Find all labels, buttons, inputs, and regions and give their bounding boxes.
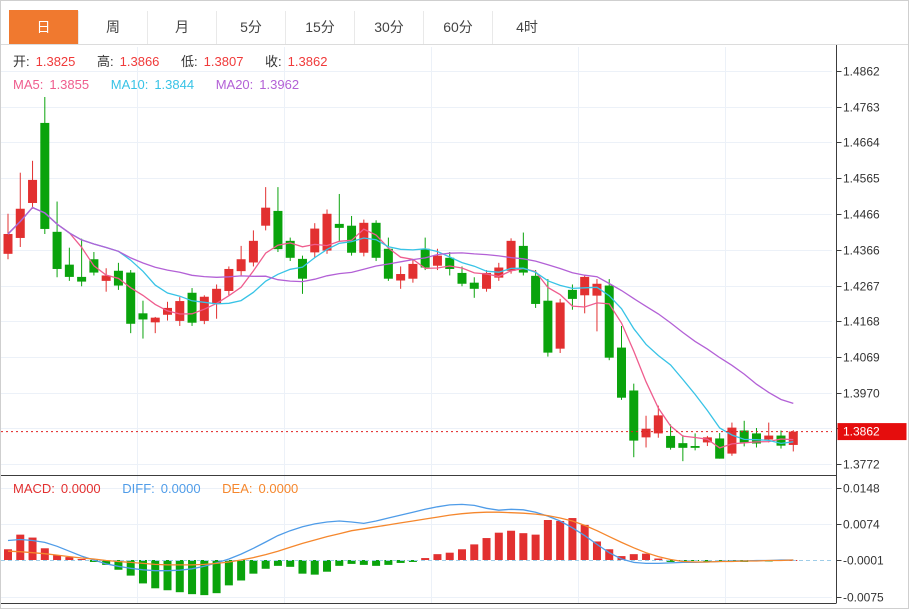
low-value: 1.3807 (203, 54, 244, 69)
dea-value: 0.0000 (258, 481, 299, 496)
ma5-label: MA5: (13, 77, 44, 92)
tab-month[interactable]: 月 (147, 11, 216, 44)
dea-line (7, 511, 794, 566)
ohlc-header: 开: 1.3825 高: 1.3866 低: 1.3807 收: 1.3862 (13, 51, 333, 70)
macd-histogram (4, 518, 798, 596)
tab-4hour[interactable]: 4时 (492, 11, 561, 44)
dea-label: DEA: (222, 481, 253, 496)
high-label: 高: (97, 54, 114, 69)
svg-text:1.3970: 1.3970 (843, 387, 880, 401)
grid-lines (1, 47, 832, 603)
candles (3, 96, 798, 462)
svg-text:1.4267: 1.4267 (843, 280, 880, 294)
high-value: 1.3866 (119, 54, 160, 69)
ma20-value: 1.3962 (259, 77, 300, 92)
ma5-value: 1.3855 (49, 77, 90, 92)
tab-bar: 日周月 5分 15分 30分 60分 4时 (1, 1, 908, 45)
tab-5min[interactable]: 5分 (216, 11, 285, 44)
price-axis: 1.4862 1.4763 1.4664 1.4565 1.4466 1.4366 1.42… (836, 65, 880, 472)
macd-axis: 0.0148 0.0074 -0.0001 -0.0075 (836, 482, 884, 605)
open-value: 1.3825 (35, 54, 76, 69)
ma5-line (7, 206, 794, 449)
tab-day[interactable]: 日 (9, 10, 78, 44)
svg-text:1.4466: 1.4466 (843, 208, 880, 222)
macd-label: MACD: (13, 481, 55, 496)
svg-text:1.4763: 1.4763 (843, 101, 880, 115)
svg-text:0.0074: 0.0074 (843, 518, 880, 532)
close-value: 1.3862 (287, 54, 328, 69)
tab-30min[interactable]: 30分 (354, 11, 423, 44)
diff-line (7, 503, 794, 572)
diff-value: 0.0000 (160, 481, 201, 496)
ma10-line (7, 206, 794, 445)
pane-borders (1, 45, 837, 604)
tab-15min[interactable]: 15分 (285, 11, 354, 44)
svg-text:1.3862: 1.3862 (843, 425, 880, 439)
svg-text:1.4565: 1.4565 (843, 172, 880, 186)
svg-text:1.4862: 1.4862 (843, 65, 880, 79)
tab-60min[interactable]: 60分 (423, 11, 492, 44)
tab-week[interactable]: 周 (78, 11, 147, 44)
svg-text:-0.0001: -0.0001 (843, 554, 884, 568)
current-price-badge: 1.3862 (837, 423, 907, 441)
svg-text:0.0148: 0.0148 (843, 482, 880, 496)
ma10-value: 1.3844 (154, 77, 195, 92)
svg-text:1.4069: 1.4069 (843, 351, 880, 365)
ma20-label: MA20: (215, 77, 254, 92)
svg-text:1.4664: 1.4664 (843, 136, 880, 150)
macd-value: 0.0000 (60, 481, 101, 496)
open-label: 开: (13, 54, 30, 69)
svg-text:1.4366: 1.4366 (843, 244, 880, 258)
close-label: 收: (265, 54, 282, 69)
low-label: 低: (181, 54, 198, 69)
diff-label: DIFF: (122, 481, 155, 496)
svg-text:1.3772: 1.3772 (843, 458, 880, 472)
svg-text:1.4168: 1.4168 (843, 315, 880, 329)
svg-text:-0.0075: -0.0075 (843, 591, 884, 605)
macd-header: MACD: 0.0000 DIFF: 0.0000 DEA: 0.0000 (13, 481, 304, 496)
kline-chart[interactable]: 1.4862 1.4763 1.4664 1.4565 1.4466 1.4366 1.42… (1, 45, 909, 609)
ma-header: MA5: 1.3855 MA10: 1.3844 MA20: 1.3962 (13, 77, 305, 92)
ma10-label: MA10: (110, 77, 149, 92)
ma20-line (7, 206, 794, 405)
